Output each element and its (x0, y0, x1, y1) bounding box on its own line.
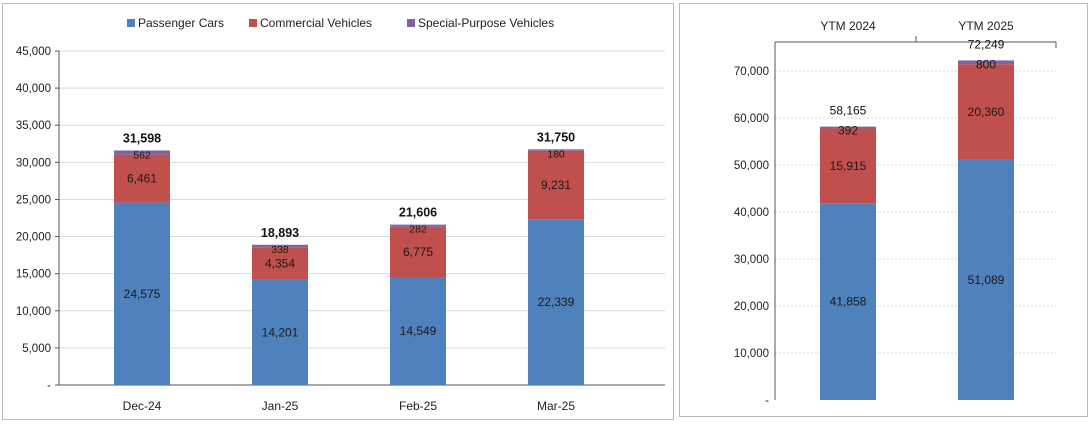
data-label-special-purpose-vehicles: 562 (133, 149, 151, 161)
y-tick-label: 45,000 (16, 46, 51, 58)
bar-passenger-cars-ytm-2025 (958, 159, 1014, 400)
data-label-passenger-cars: 51,089 (968, 273, 1005, 287)
bar-passenger-cars-feb-25 (390, 277, 446, 385)
legend-label-passenger-cars: Passenger Cars (138, 16, 224, 30)
legend-swatch-special-purpose-vehicles (407, 19, 415, 27)
bar-special-purpose-vehicles-jan-25 (252, 244, 308, 248)
bar-commercial-vehicles-mar-25 (528, 150, 584, 220)
bar-passenger-cars-ytm-2024 (820, 203, 876, 400)
data-label-passenger-cars: 24,575 (124, 287, 161, 301)
category-label-mar-25: Mar-25 (537, 399, 575, 413)
y-tick-label: 5,000 (22, 343, 51, 355)
y-tick-label: 15,000 (16, 269, 51, 281)
category-label-ytm-2024: YTM 2024 (820, 19, 876, 33)
bar-passenger-cars-dec-24 (114, 202, 170, 385)
y-tick-label: 60,000 (734, 113, 769, 125)
y-tick-label: 10,000 (734, 348, 769, 360)
monthly-sales-panel: - 5,000 10,000 15,000 20,000 25,000 30,000 35,0… (2, 3, 674, 420)
total-label-feb-25: 21,606 (399, 206, 437, 220)
bar-commercial-vehicles-jan-25 (252, 247, 308, 280)
data-label-commercial-vehicles: 4,354 (265, 256, 295, 270)
legend-label-commercial-vehicles: Commercial Vehicles (260, 16, 372, 30)
data-label-special-purpose-vehicles: 338 (271, 244, 289, 256)
y-tick-label: 10,000 (16, 306, 51, 318)
total-label-mar-25: 31,750 (537, 130, 575, 144)
y-tick-label: - (765, 395, 769, 407)
bar-special-purpose-vehicles-ytm-2025 (958, 60, 1014, 65)
ytm-sales-chart: - 10,000 20,000 30,000 40,000 50,000 60,000 70,… (734, 19, 1057, 407)
category-label-dec-24: Dec-24 (123, 399, 162, 413)
legend-swatch-passenger-cars (127, 19, 135, 27)
bar-special-purpose-vehicles-feb-25 (390, 224, 446, 227)
data-label-special-purpose-vehicles: 282 (409, 224, 427, 236)
y-tick-label: 20,000 (734, 301, 769, 313)
y-tick-label: 35,000 (16, 120, 51, 132)
category-label-jan-25: Jan-25 (262, 399, 299, 413)
data-label-special-purpose-vehicles: 800 (976, 57, 996, 71)
data-label-passenger-cars: 14,201 (262, 325, 299, 339)
data-label-commercial-vehicles: 6,461 (127, 172, 157, 186)
data-label-commercial-vehicles: 9,231 (541, 178, 571, 192)
data-label-passenger-cars: 22,339 (538, 295, 575, 309)
bar-commercial-vehicles-ytm-2025 (958, 64, 1014, 160)
monthly-sales-chart: - 5,000 10,000 15,000 20,000 25,000 30,000 35,0… (16, 16, 665, 413)
y-tick-label: 30,000 (16, 157, 51, 169)
y-tick-label: 25,000 (16, 194, 51, 206)
legend-swatch-commercial-vehicles (249, 19, 257, 27)
y-tick-label: 40,000 (734, 207, 769, 219)
total-label-dec-24: 31,598 (123, 131, 161, 145)
data-label-special-purpose-vehicles: 392 (838, 124, 858, 138)
total-label-ytm-2025: 72,249 (968, 37, 1005, 51)
y-tick-label: 50,000 (734, 160, 769, 172)
ytm-sales-panel: - 10,000 20,000 30,000 40,000 50,000 60,000 70,… (679, 3, 1088, 417)
data-label-commercial-vehicles: 20,360 (968, 105, 1005, 119)
category-label-ytm-2025: YTM 2025 (958, 19, 1014, 33)
bar-commercial-vehicles-dec-24 (114, 154, 170, 203)
data-label-commercial-vehicles: 6,775 (403, 245, 433, 259)
category-label-feb-25: Feb-25 (399, 399, 437, 413)
bar-special-purpose-vehicles-mar-25 (528, 149, 584, 151)
y-tick-label: 20,000 (16, 232, 51, 244)
legend-label-special-purpose-vehicles: Special-Purpose Vehicles (418, 16, 554, 30)
y-tick-label: 30,000 (734, 254, 769, 266)
data-label-special-purpose-vehicles: 180 (547, 148, 565, 160)
total-label-jan-25: 18,893 (261, 226, 299, 240)
bar-passenger-cars-mar-25 (528, 219, 584, 385)
total-label-ytm-2024: 58,165 (830, 104, 867, 118)
y-tick-label: 40,000 (16, 83, 51, 95)
bar-commercial-vehicles-feb-25 (390, 226, 446, 278)
data-label-passenger-cars: 14,549 (400, 324, 437, 338)
bar-special-purpose-vehicles-dec-24 (114, 150, 170, 155)
data-label-passenger-cars: 41,858 (830, 295, 867, 309)
bar-commercial-vehicles-ytm-2024 (820, 128, 876, 204)
data-label-commercial-vehicles: 15,915 (830, 159, 867, 173)
y-tick-label: 70,000 (734, 66, 769, 78)
y-tick-label: - (47, 380, 51, 392)
bar-special-purpose-vehicles-ytm-2024 (820, 126, 876, 129)
bar-passenger-cars-jan-25 (252, 279, 308, 385)
